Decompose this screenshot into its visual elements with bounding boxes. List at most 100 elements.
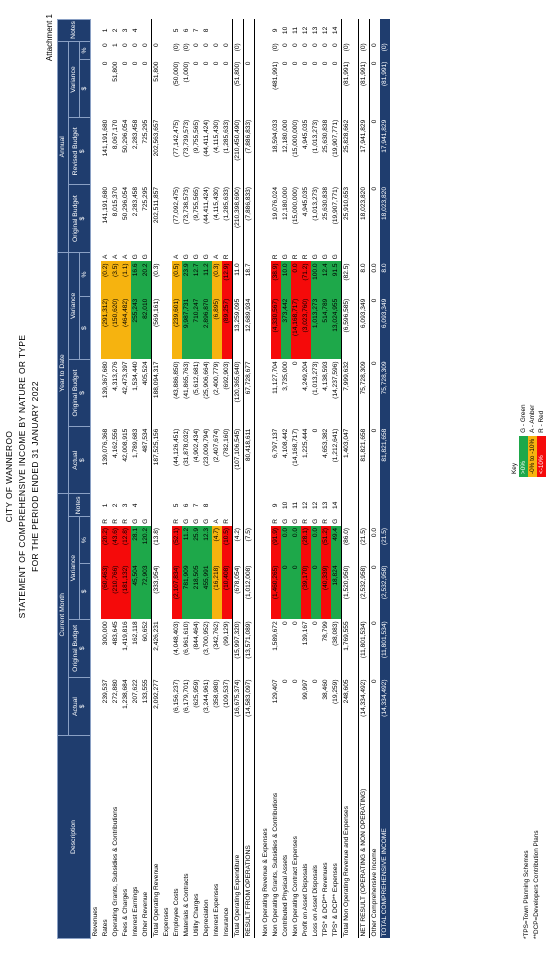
- ytd-actual: (44,126,451): [172, 428, 180, 467]
- cm-actual: 1,238,684: [121, 679, 129, 709]
- cm-original-budget: 2,426,231: [151, 619, 162, 678]
- cm-actual: 129,407: [271, 679, 279, 704]
- cm-note: [370, 494, 381, 517]
- cm-rating-flag: R: [121, 518, 129, 524]
- cm-actual: 38,460: [321, 679, 329, 700]
- col-annual-variance-percent: %: [79, 41, 91, 60]
- cm-original-budget: (13,571,089): [243, 619, 255, 678]
- empty-cell: [91, 41, 102, 59]
- ytd-actual: 4,108,442: [281, 428, 289, 458]
- col-cm-original-budget: Original Budget $: [68, 619, 91, 678]
- cm-original-budget: 60,652: [141, 621, 149, 642]
- cm-actual: (14,334,492): [358, 677, 370, 736]
- cm-variance-percent: 11.2: [182, 525, 192, 564]
- cm-actual: (109,537): [222, 679, 230, 708]
- empty-cell: [91, 677, 102, 735]
- cm-original-budget: (99,129): [222, 621, 230, 646]
- annual-original-budget: 202,511,857: [151, 184, 162, 253]
- annual-variance-dollar: 51,800: [151, 59, 162, 118]
- annual-variance-dollar: 0: [291, 61, 299, 66]
- annual-note: 12: [301, 26, 309, 35]
- ytd-actual: 81,821,658: [380, 426, 390, 494]
- annual-original-budget: (73,738,573): [182, 186, 190, 225]
- empty-cell: [91, 494, 102, 517]
- annual-variance-dollar: 0: [331, 61, 339, 66]
- cm-variance-percent: 0.0: [370, 527, 378, 538]
- empty-cell: [261, 494, 271, 517]
- empty-cell: [91, 297, 102, 360]
- annual-original-budget: 0: [370, 186, 378, 191]
- cm-variance-dollar: (1,460,265): [271, 563, 281, 620]
- period-title: FOR THE PERIOD ENDED 31 JANUARY 2022: [30, 381, 40, 572]
- annual-revised-budget: 17,941,829: [380, 117, 390, 185]
- ytd-variance-dollar: (3,023,760): [301, 296, 311, 360]
- col-annual-variance-dollar: $: [79, 59, 91, 118]
- col-year-to-date: Year to Date: [57, 252, 69, 494]
- row-description: TOTAL COMPREHENSIVE INCOME: [380, 735, 390, 939]
- cm-actual: (14,334,492): [380, 677, 390, 736]
- cm-variance-percent: (12.8): [121, 525, 131, 564]
- empty-cell: [162, 118, 172, 185]
- ytd-variance-dollar: 514,789: [321, 296, 331, 360]
- table-row: Non Operating Contract Expenses 0 0 0 0.0 G 11…: [291, 20, 301, 939]
- ytd-actual: 42,008,915: [121, 428, 129, 462]
- col-cm-actual: Actual $: [68, 677, 91, 736]
- ytd-rating-flag: A: [101, 254, 109, 260]
- annual-original-budget: (15,000,000): [291, 186, 299, 225]
- ytd-actual: 187,525,156: [151, 426, 162, 494]
- ytd-variance-percent: 8.0: [358, 261, 370, 297]
- cm-variance-dollar: (333,954): [151, 563, 162, 620]
- cm-rating-flag: A: [212, 519, 220, 524]
- cm-original-budget: (11,801,534): [358, 619, 370, 678]
- ytd-original-budget: 75,728,309: [380, 359, 390, 427]
- ytd-variance-dollar: 2,896,870: [202, 296, 212, 360]
- annual-variance-percent: (0): [271, 43, 279, 52]
- annual-note: 3: [121, 28, 129, 33]
- annual-note: 8: [202, 28, 210, 33]
- table-row: Expenses: [162, 20, 172, 939]
- annual-revised-budget: (44,411,424): [202, 119, 210, 157]
- annual-original-budget: (1,013,273): [311, 186, 319, 221]
- ytd-variance-dollar: 6,093,349: [358, 296, 370, 360]
- ytd-original-budget: (43,886,850): [172, 361, 180, 399]
- annual-note: 14: [331, 26, 339, 35]
- cm-variance-dollar: 18,824: [331, 563, 342, 620]
- cm-note: 5: [172, 503, 180, 508]
- annual-variance-dollar: (81,991): [380, 59, 390, 118]
- ytd-rating-flag: [341, 252, 352, 262]
- table-row: Total Non Operating Revenue and Expenses…: [341, 19, 352, 939]
- empty-cell: [162, 619, 172, 677]
- ytd-variance-dollar: (6,895): [212, 296, 222, 360]
- ytd-actual: 1,225,444: [301, 428, 309, 458]
- cm-original-budget: (3,700,952): [202, 621, 210, 656]
- ytd-rating-flag: A: [121, 254, 129, 260]
- ytd-variance-dollar: 13,024,955: [331, 296, 342, 360]
- ytd-original-budget: 7,999,632: [341, 359, 352, 427]
- annual-revised-budget: 0: [370, 119, 378, 124]
- annual-original-budget: (1,285,633): [222, 186, 230, 221]
- empty-cell: [162, 359, 172, 426]
- cm-actual: (14,583,097): [243, 677, 255, 736]
- cm-note: [341, 493, 352, 517]
- cm-rating-flag: G: [331, 518, 339, 524]
- legend-title: Key: [511, 462, 518, 474]
- cm-actual: (19,259): [331, 679, 339, 705]
- annual-variance-percent: 1: [111, 43, 119, 47]
- empty-cell: [91, 118, 102, 185]
- annual-variance-percent: 0: [321, 43, 329, 47]
- cm-variance-percent: (28.1): [301, 525, 311, 564]
- cm-actual: (3,244,961): [202, 679, 210, 714]
- empty-cell: [162, 677, 172, 735]
- ytd-variance-dollar: 710,247: [192, 296, 202, 360]
- cm-note: [232, 493, 244, 517]
- cm-note: [358, 493, 370, 517]
- ytd-rating-flag: G: [321, 254, 329, 260]
- ytd-original-budget: (2,400,779): [212, 361, 220, 396]
- row-description: Expenses: [162, 907, 170, 937]
- annual-variance-dollar: 0: [121, 61, 129, 66]
- ytd-rating-flag: A: [111, 254, 119, 260]
- ytd-variance-percent: 16.6: [131, 261, 141, 297]
- annual-variance-percent: 0: [370, 43, 378, 47]
- cm-variance-dollar: (2,107,834): [172, 563, 182, 620]
- cm-variance-dollar: (2,532,958): [380, 563, 390, 620]
